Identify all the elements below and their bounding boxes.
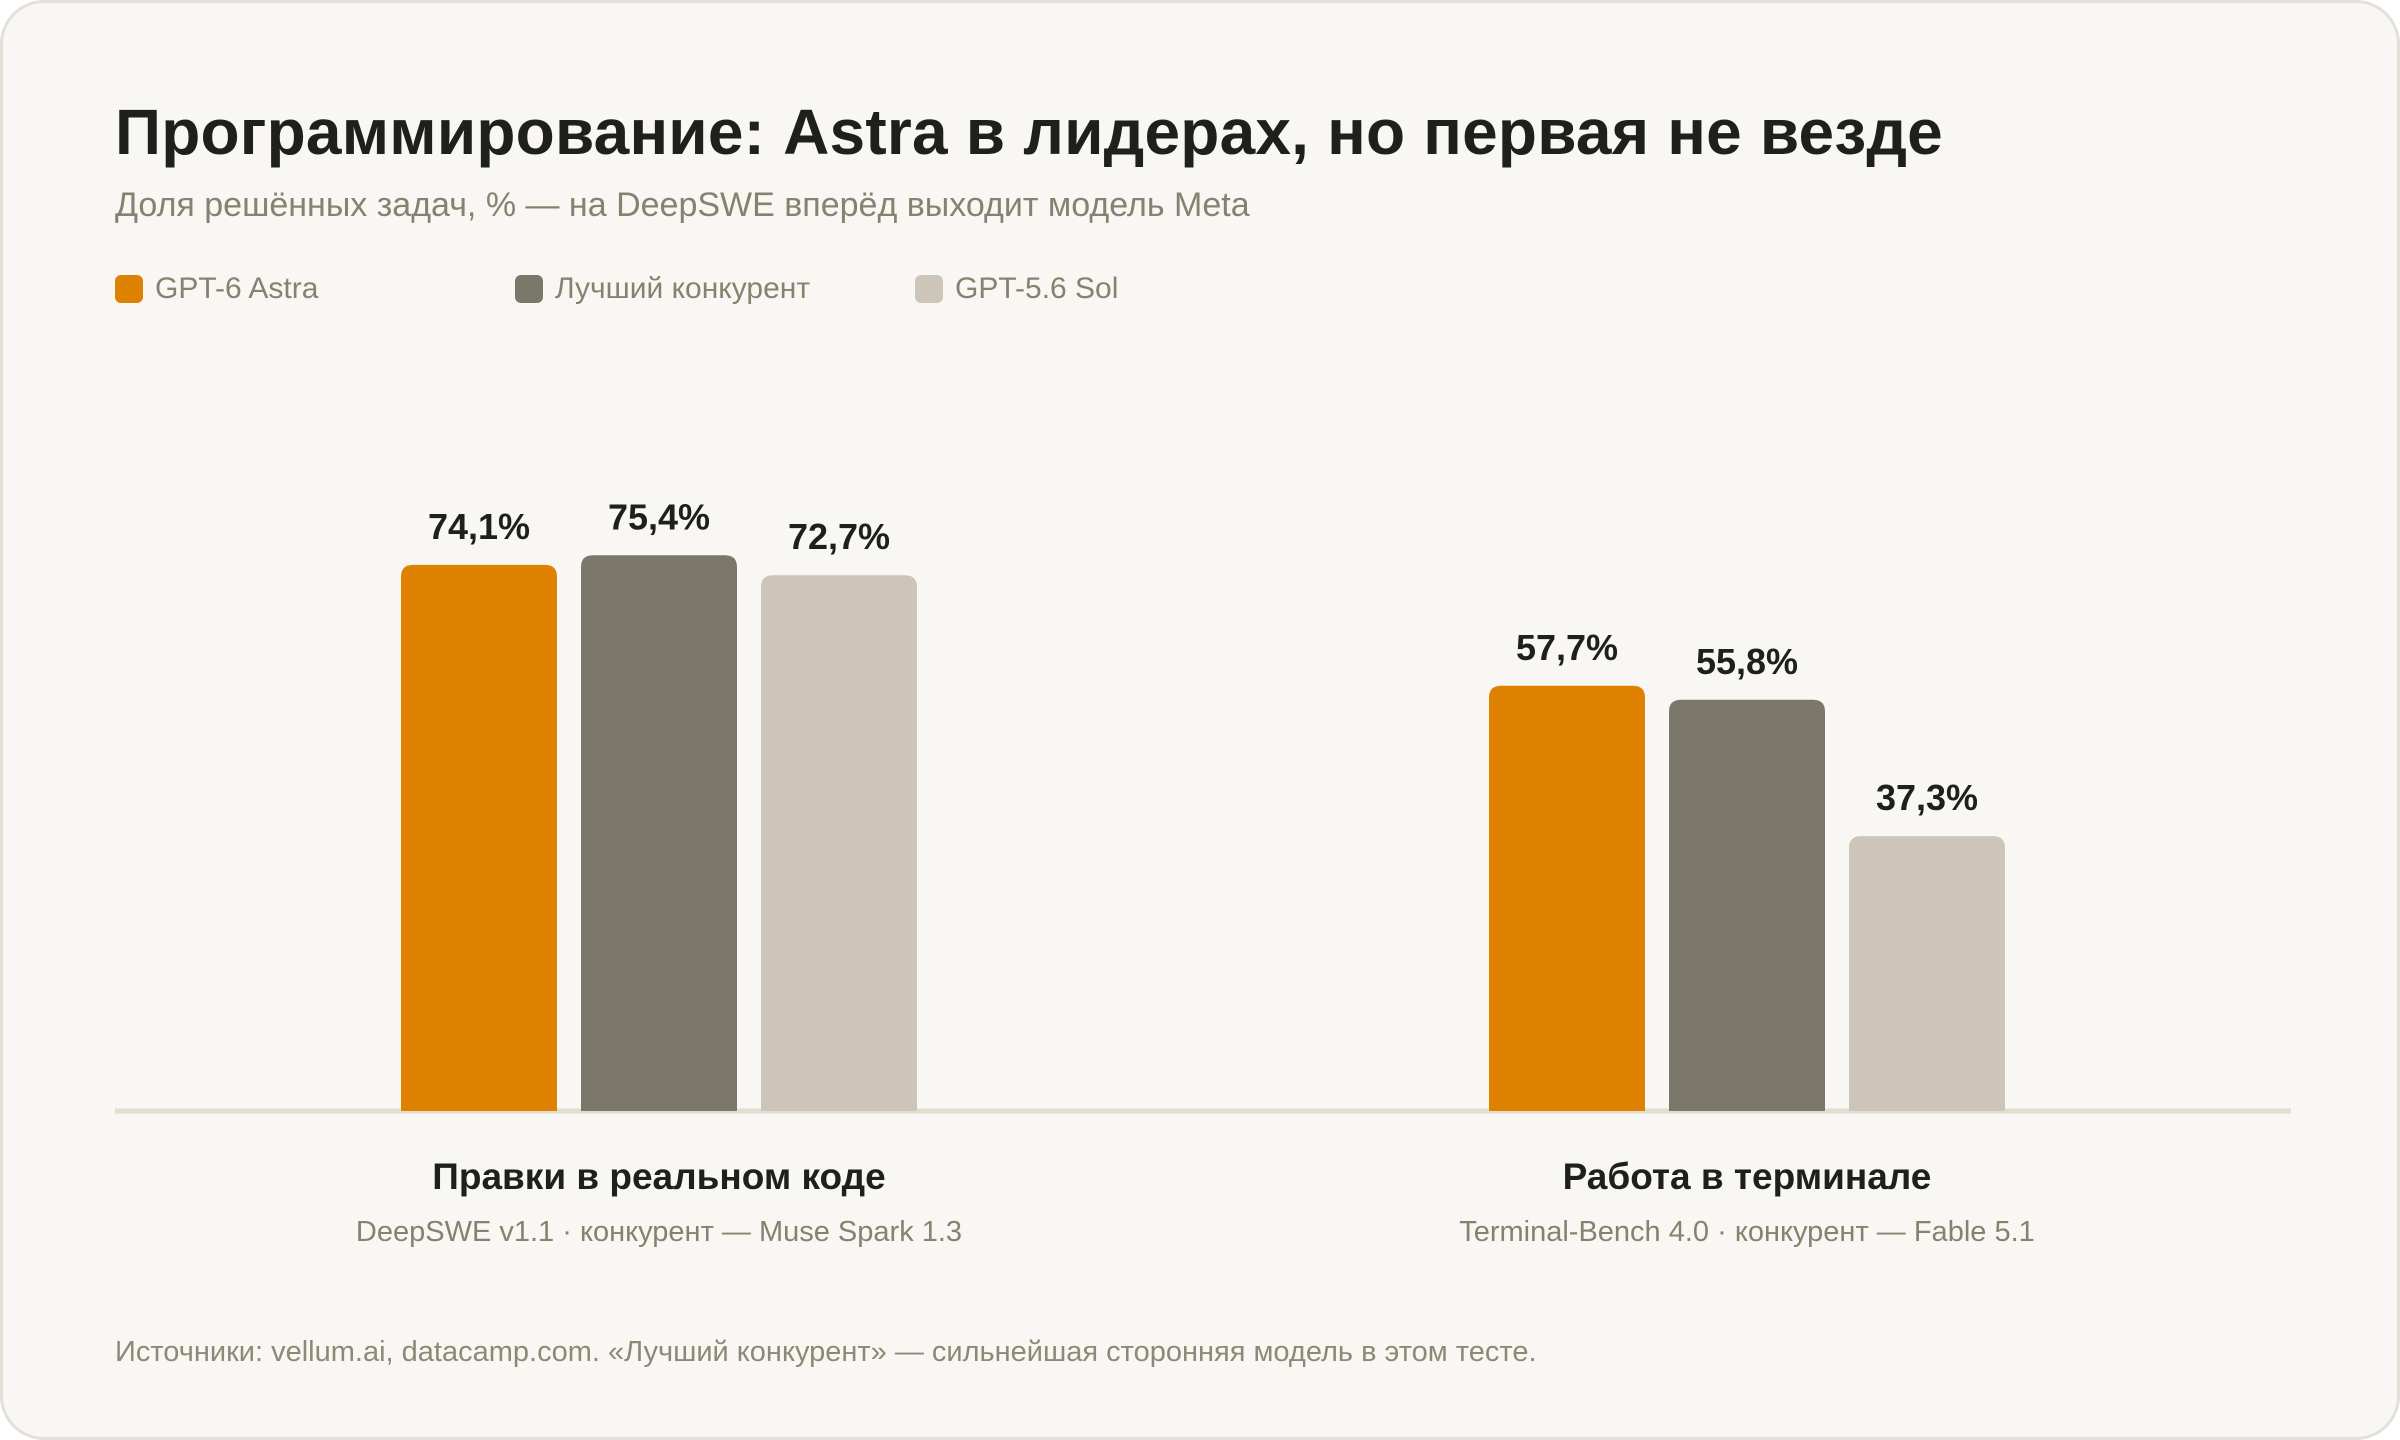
- legend-label-competitor: Лучший конкурент: [555, 272, 811, 305]
- value-label-0-2: 72,7%: [788, 516, 890, 557]
- bar-chart: 74,1% 75,4% 72,7% Правки в реальном коде Dee…: [115, 496, 2291, 1248]
- bar-1-2: [1849, 836, 2005, 1111]
- chart-title: Программирование: Astra в лидерах, но пе…: [115, 96, 1943, 168]
- value-label-1-2: 37,3%: [1876, 777, 1978, 818]
- bar-0-0: [401, 564, 557, 1111]
- value-label-0-1: 75,4%: [608, 496, 710, 537]
- legend-label-sol: GPT-5.6 Sol: [955, 272, 1119, 305]
- source-note: Источники: vellum.ai, datacamp.com. «Луч…: [115, 1336, 1537, 1368]
- legend-swatch-astra: [115, 275, 143, 303]
- category-sublabel-1: Terminal-Bench 4.0 · конкурент — Fable 5…: [1459, 1216, 2035, 1248]
- legend-swatch-sol: [915, 275, 943, 303]
- value-label-1-0: 57,7%: [1516, 627, 1618, 668]
- bar-0-1: [581, 555, 737, 1111]
- legend-label-astra: GPT-6 Astra: [155, 272, 319, 305]
- bar-1-1: [1669, 699, 1825, 1111]
- legend-item-sol: GPT-5.6 Sol: [915, 271, 1118, 307]
- chart-subtitle: Доля решённых задач, % — на DeepSWE впер…: [115, 186, 1250, 224]
- legend-item-astra: GPT-6 Astra: [115, 271, 318, 307]
- category-label-0: Правки в реальном коде: [432, 1156, 885, 1197]
- category-label-1: Работа в терминале: [1563, 1156, 1932, 1197]
- legend-item-competitor: Лучший конкурент: [515, 271, 810, 307]
- bar-0-2: [761, 575, 917, 1111]
- bar-1-0: [1489, 685, 1645, 1111]
- value-label-1-1: 55,8%: [1696, 641, 1798, 682]
- legend-swatch-competitor: [515, 275, 543, 303]
- value-label-0-0: 74,1%: [428, 506, 530, 547]
- category-sublabel-0: DeepSWE v1.1 · конкурент — Muse Spark 1.…: [356, 1216, 962, 1248]
